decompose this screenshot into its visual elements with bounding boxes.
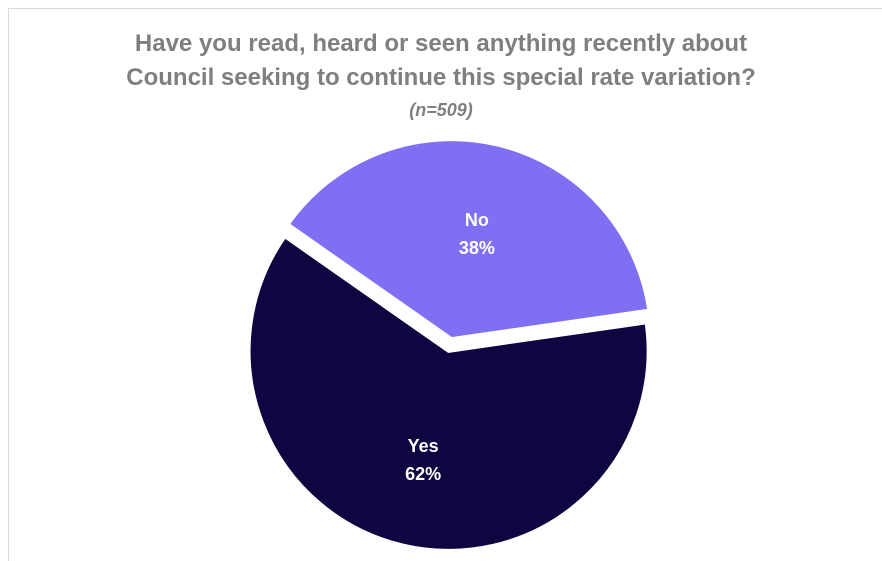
slice-category-label: Yes: [408, 436, 439, 456]
slice-value-label: 38%: [459, 238, 495, 258]
chart-title-line-2: Council seeking to continue this special…: [126, 64, 756, 91]
pie-slice-yes: [246, 233, 651, 553]
chart-title: Have you read, heard or seen anything re…: [0, 27, 882, 95]
chart-title-line-1: Have you read, heard or seen anything re…: [134, 30, 748, 57]
pie-slice-no: [284, 137, 652, 342]
slice-value-label: 62%: [405, 464, 441, 484]
slice-category-label: No: [465, 210, 489, 230]
chart-subtitle: (n=509): [409, 100, 473, 120]
